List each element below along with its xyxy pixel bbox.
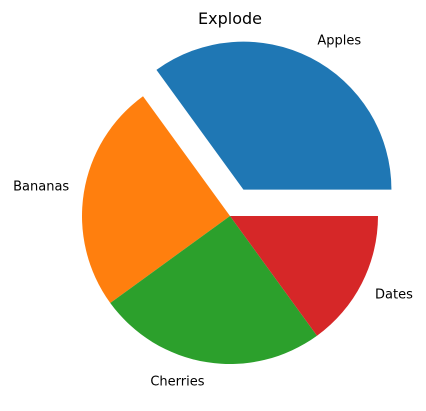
pie-label-apples: Apples xyxy=(317,34,361,49)
pie-slices xyxy=(82,41,392,365)
pie-label-bananas: Bananas xyxy=(13,180,69,195)
pie-slice-apples xyxy=(156,41,392,190)
pie-label-cherries: Cherries xyxy=(150,375,204,390)
chart-title: Explode xyxy=(198,9,262,28)
pie-label-dates: Dates xyxy=(375,288,413,303)
pie-slice-cherries xyxy=(110,216,317,365)
pie-labels: Apples Bananas Cherries Dates xyxy=(13,34,413,390)
pie-slice-bananas xyxy=(82,96,230,303)
pie-slice-dates xyxy=(230,216,378,336)
